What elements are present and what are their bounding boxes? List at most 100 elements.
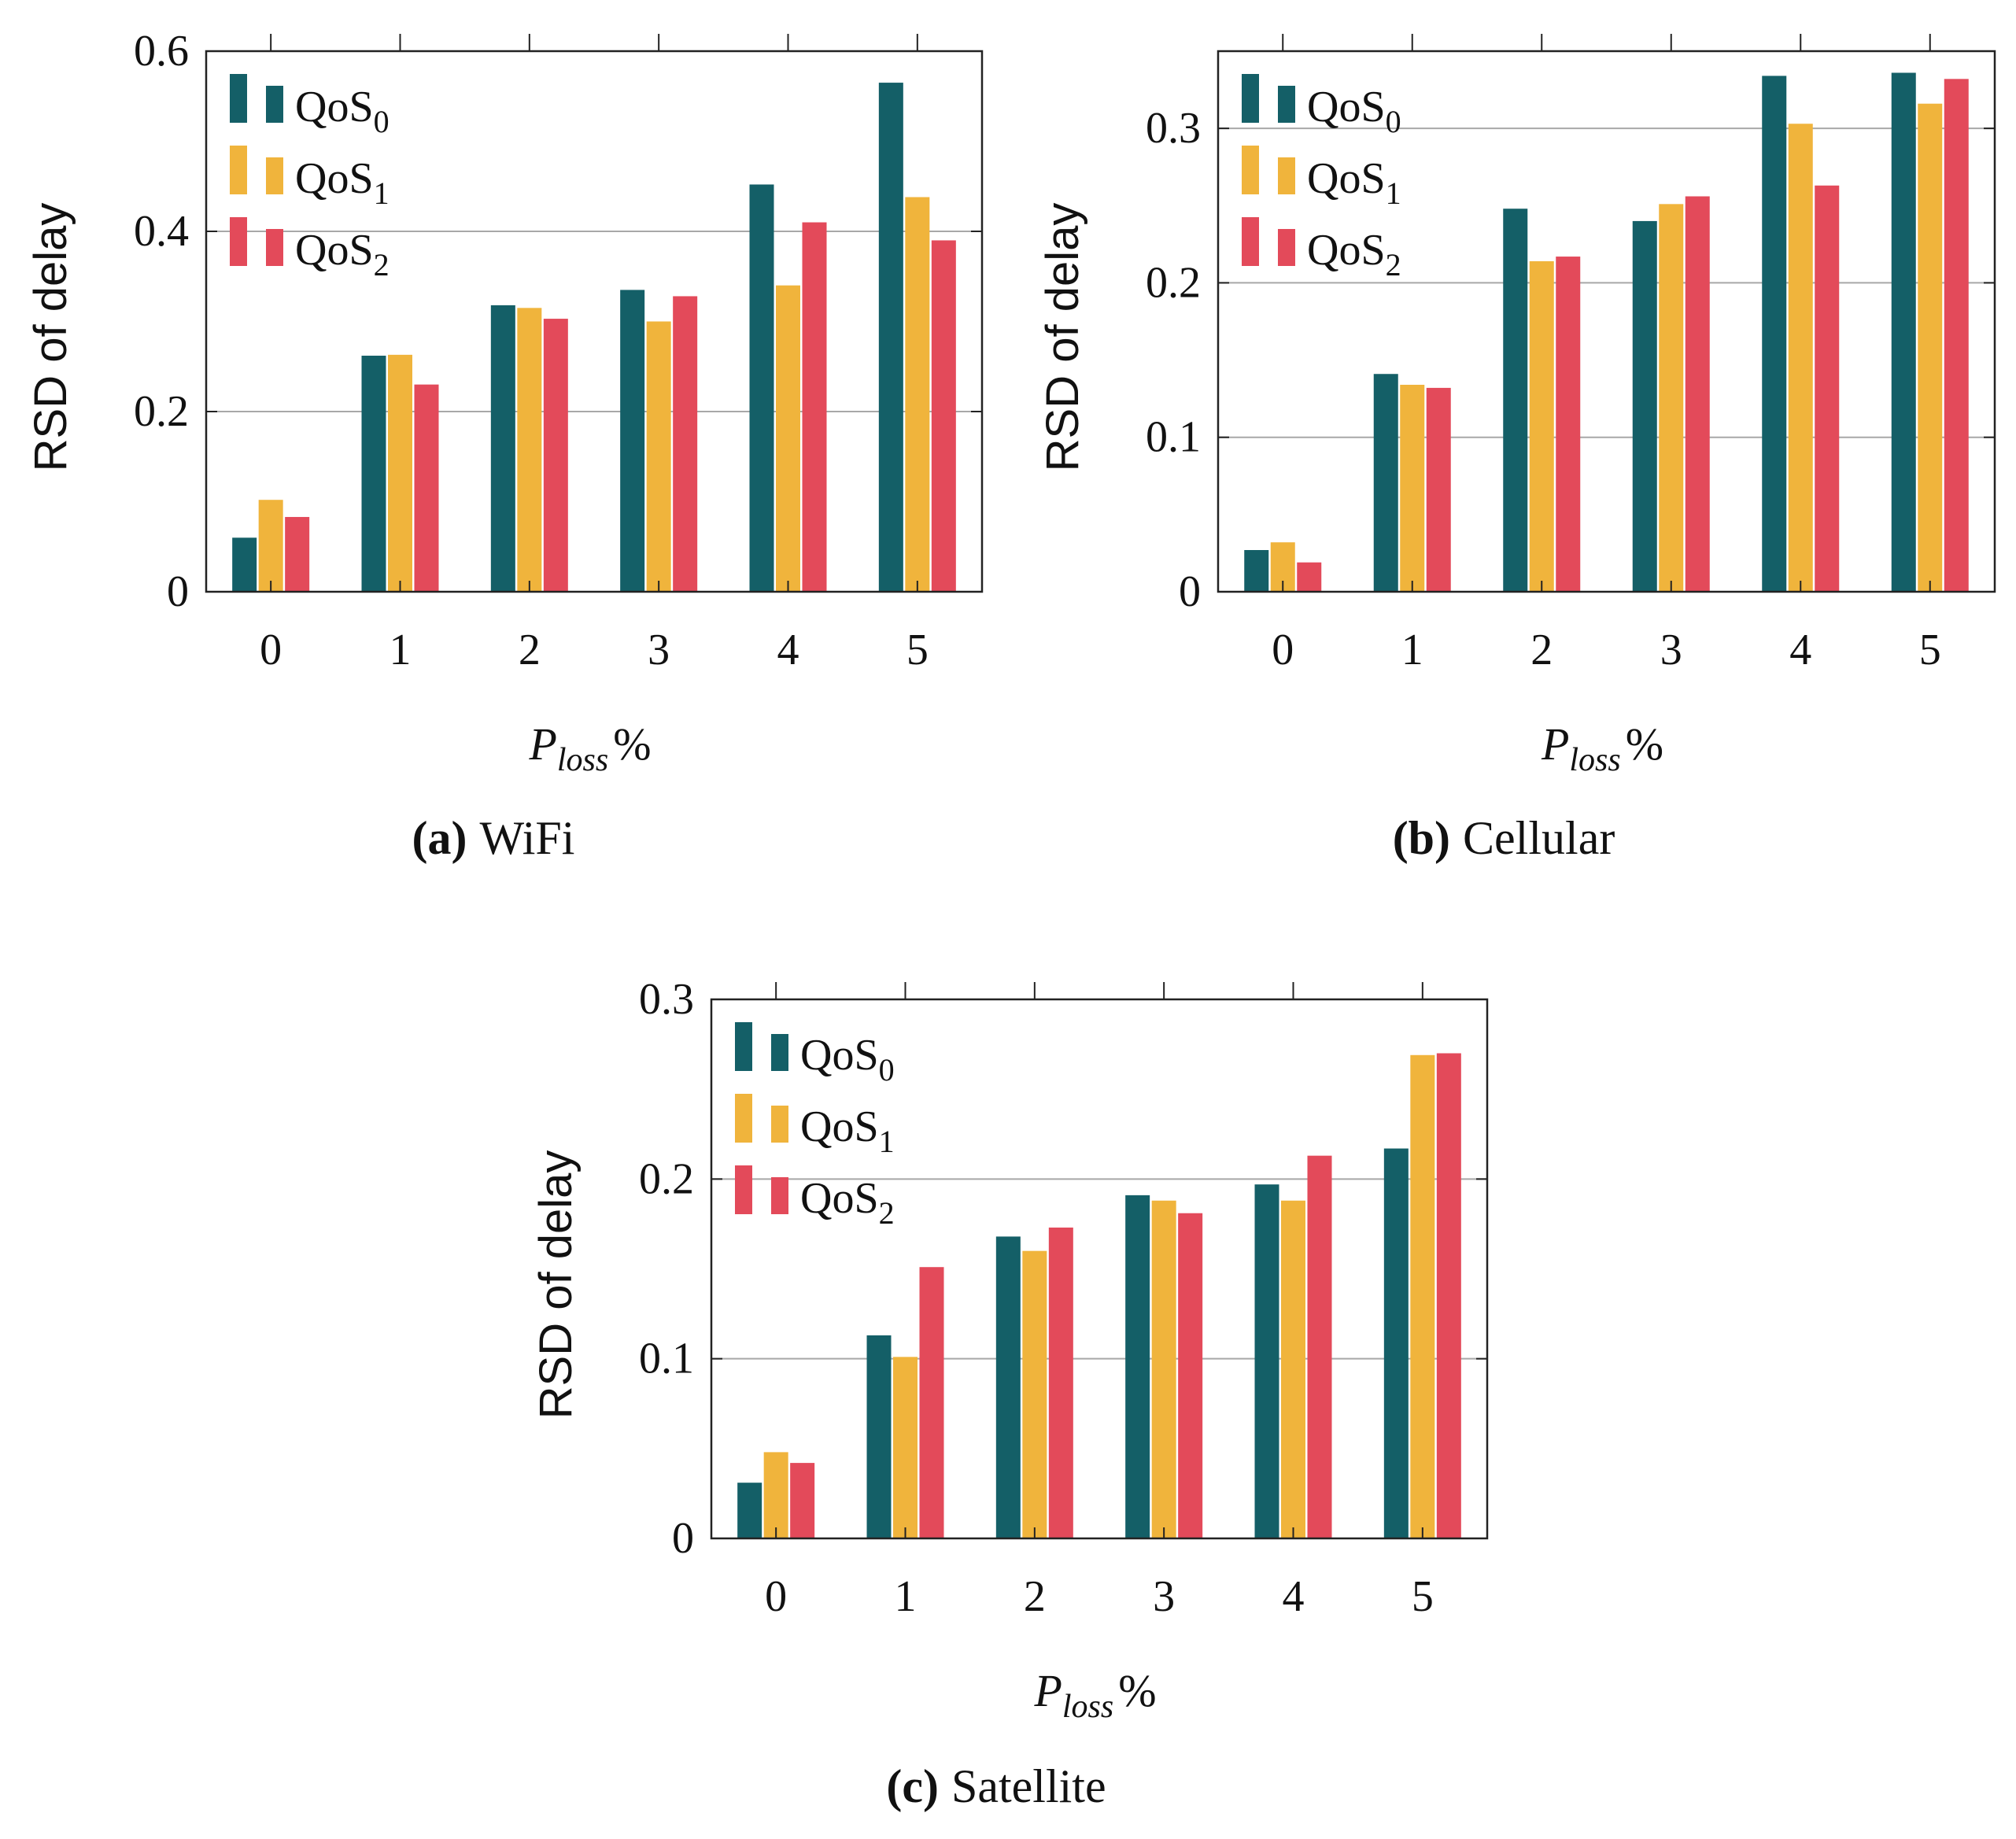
y-tick-label: 0.2 xyxy=(639,1154,694,1203)
bar-qos0-cat-0 xyxy=(737,1483,762,1538)
legend-swatch-qos1 xyxy=(230,146,247,194)
bar-qos0-cat-1 xyxy=(361,356,386,592)
legend-swatch-qos2-small xyxy=(771,1177,788,1214)
bar-qos0-cat-3 xyxy=(620,290,645,592)
bar-qos0-cat-4 xyxy=(1254,1184,1279,1538)
bar-qos2-cat-1 xyxy=(1426,387,1451,592)
plot-frame xyxy=(1217,50,1996,593)
legend-swatch-qos0 xyxy=(1242,74,1259,123)
x-tick-label: 4 xyxy=(1789,626,1811,674)
x-tick-label: 3 xyxy=(1153,1572,1175,1621)
bar-qos2-cat-4 xyxy=(802,222,827,592)
bar-qos2-cat-4 xyxy=(1815,185,1840,593)
y-axis-label: RSD of delay xyxy=(530,1150,582,1420)
legend-swatch-qos2 xyxy=(735,1165,752,1214)
legend-label-qos1: QoS1 xyxy=(1307,154,1401,211)
legend-label-qos2: QoS2 xyxy=(1307,226,1401,282)
bar-qos0-cat-5 xyxy=(1891,72,1916,593)
bar-qos0-cat-4 xyxy=(749,184,774,592)
y-tick-label: 0.6 xyxy=(134,27,189,76)
chart-1: 0 0.1 0.2 0.3 0 1 2 3 4 5 RSD of delay Ploss % QoS0 Qo… xyxy=(1037,34,1996,864)
bar-qos1-cat-0 xyxy=(763,1452,788,1538)
x-tick-label: 2 xyxy=(519,626,541,674)
bar-qos0-cat-5 xyxy=(878,83,903,592)
bar-qos0-cat-3 xyxy=(1632,220,1657,592)
x-axis-label: Ploss% xyxy=(1033,1665,1156,1725)
subfigure-caption: (b) Cellular xyxy=(1393,812,1615,864)
bar-qos1-cat-4 xyxy=(1788,124,1813,593)
bar-qos2-cat-3 xyxy=(1178,1213,1203,1538)
y-tick-label: 0 xyxy=(672,1514,694,1563)
y-tick-label: 0 xyxy=(1179,567,1201,616)
x-tick-label: 2 xyxy=(1024,1572,1046,1621)
bar-qos1-cat-4 xyxy=(776,285,800,592)
bar-qos2-cat-0 xyxy=(1297,562,1322,592)
y-tick-label: 0.3 xyxy=(639,975,694,1024)
x-tick-label: 0 xyxy=(260,626,282,674)
legend-label-qos2: QoS2 xyxy=(800,1174,895,1231)
legend-swatch-qos0 xyxy=(230,74,247,123)
legend-swatch-qos1-small xyxy=(1278,157,1295,194)
bar-qos0-cat-5 xyxy=(1383,1148,1409,1538)
x-tick-label: 4 xyxy=(777,626,799,674)
y-tick-label: 0.1 xyxy=(1146,413,1201,462)
x-tick-label: 1 xyxy=(1401,626,1423,674)
bar-qos2-cat-5 xyxy=(1944,79,1969,593)
bar-qos0-cat-0 xyxy=(232,537,257,592)
legend-label-qos1: QoS1 xyxy=(295,154,390,211)
bar-qos1-cat-0 xyxy=(258,500,283,592)
legend-label-qos0: QoS0 xyxy=(1307,83,1401,139)
legend-swatch-qos0-small xyxy=(771,1034,788,1071)
x-tick-label: 3 xyxy=(648,626,670,674)
legend-swatch-qos1 xyxy=(735,1094,752,1143)
legend-swatch-qos1 xyxy=(1242,146,1259,194)
bar-qos2-cat-0 xyxy=(285,516,310,592)
x-tick-label: 4 xyxy=(1283,1572,1305,1621)
bar-qos0-cat-2 xyxy=(995,1236,1021,1538)
bar-qos2-cat-4 xyxy=(1307,1155,1332,1538)
bar-qos2-cat-2 xyxy=(1048,1227,1073,1538)
y-tick-label: 0.2 xyxy=(1146,258,1201,307)
x-tick-label: 0 xyxy=(1272,626,1294,674)
subfigure-caption: (c) Satellite xyxy=(886,1760,1106,1812)
legend-swatch-qos1-small xyxy=(771,1106,788,1143)
x-tick-label: 3 xyxy=(1660,626,1682,674)
legend-swatch-qos0-small xyxy=(1278,86,1295,123)
bar-qos0-cat-3 xyxy=(1125,1195,1150,1538)
bar-qos1-cat-3 xyxy=(1151,1200,1176,1538)
bar-qos2-cat-3 xyxy=(1685,196,1710,592)
legend-swatch-qos2 xyxy=(1242,217,1259,266)
y-tick-label: 0.1 xyxy=(639,1335,694,1383)
subfigure-caption: (a) WiFi xyxy=(412,812,575,864)
plot-frame xyxy=(205,50,984,593)
legend-swatch-qos0 xyxy=(735,1022,752,1071)
y-axis-label: RSD of delay xyxy=(25,203,76,472)
bar-qos1-cat-2 xyxy=(1529,260,1554,592)
bar-qos1-cat-1 xyxy=(388,354,412,592)
legend-swatch-qos2 xyxy=(230,217,247,266)
x-tick-label: 5 xyxy=(1919,626,1941,674)
x-tick-label: 5 xyxy=(906,626,929,674)
legend-label-qos0: QoS0 xyxy=(295,83,390,139)
bar-qos2-cat-5 xyxy=(931,240,956,592)
y-axis-label: RSD of delay xyxy=(1037,203,1088,472)
bar-qos2-cat-5 xyxy=(1436,1053,1461,1538)
bar-qos1-cat-5 xyxy=(905,197,930,593)
legend-swatch-qos0-small xyxy=(266,86,283,123)
bar-qos2-cat-2 xyxy=(543,319,568,592)
bar-qos2-cat-2 xyxy=(1556,257,1581,592)
y-tick-label: 0 xyxy=(167,567,189,616)
legend-label-qos2: QoS2 xyxy=(295,226,390,282)
legend-label-qos1: QoS1 xyxy=(800,1102,895,1159)
bar-qos0-cat-2 xyxy=(1503,209,1528,592)
legend-swatch-qos1-small xyxy=(266,157,283,194)
bar-qos2-cat-1 xyxy=(919,1267,944,1538)
chart-0: 0 0.2 0.4 0.6 0 1 2 3 4 5 RSD of delay Ploss % QoS0 Qo… xyxy=(25,27,984,864)
bar-qos1-cat-3 xyxy=(1659,204,1684,592)
x-tick-label: 1 xyxy=(390,626,412,674)
legend-swatch-qos2-small xyxy=(1278,229,1295,266)
bar-qos2-cat-3 xyxy=(673,296,698,592)
bar-qos0-cat-4 xyxy=(1762,76,1787,593)
plot-frame xyxy=(710,998,1489,1540)
